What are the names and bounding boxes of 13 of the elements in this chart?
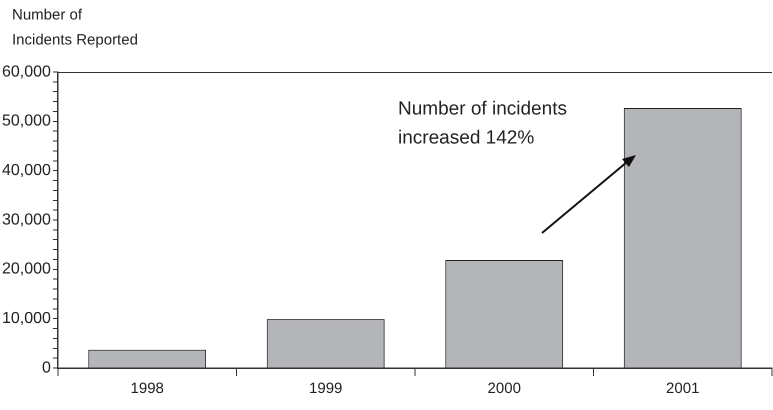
x-tick-label: 1999 (309, 380, 342, 398)
y-tick-label: 0 (42, 359, 52, 376)
y-tick-label: 10,000 (2, 310, 52, 328)
x-tick-label: 2000 (488, 380, 521, 398)
y-tick-label: 30,000 (2, 211, 52, 228)
x-tick-label: 1998 (130, 380, 164, 398)
y-tick-label: 20,000 (2, 260, 52, 278)
x-tick-label: 2001 (666, 380, 700, 398)
y-tick-label: 60,000 (2, 63, 52, 80)
annotation: Number of incidents increased 142% (398, 98, 567, 149)
y-tick-label: 40,000 (2, 162, 52, 180)
y-tick-label: 50,000 (2, 112, 52, 130)
y-axis-title: Number of Incidents Reported (12, 6, 138, 49)
